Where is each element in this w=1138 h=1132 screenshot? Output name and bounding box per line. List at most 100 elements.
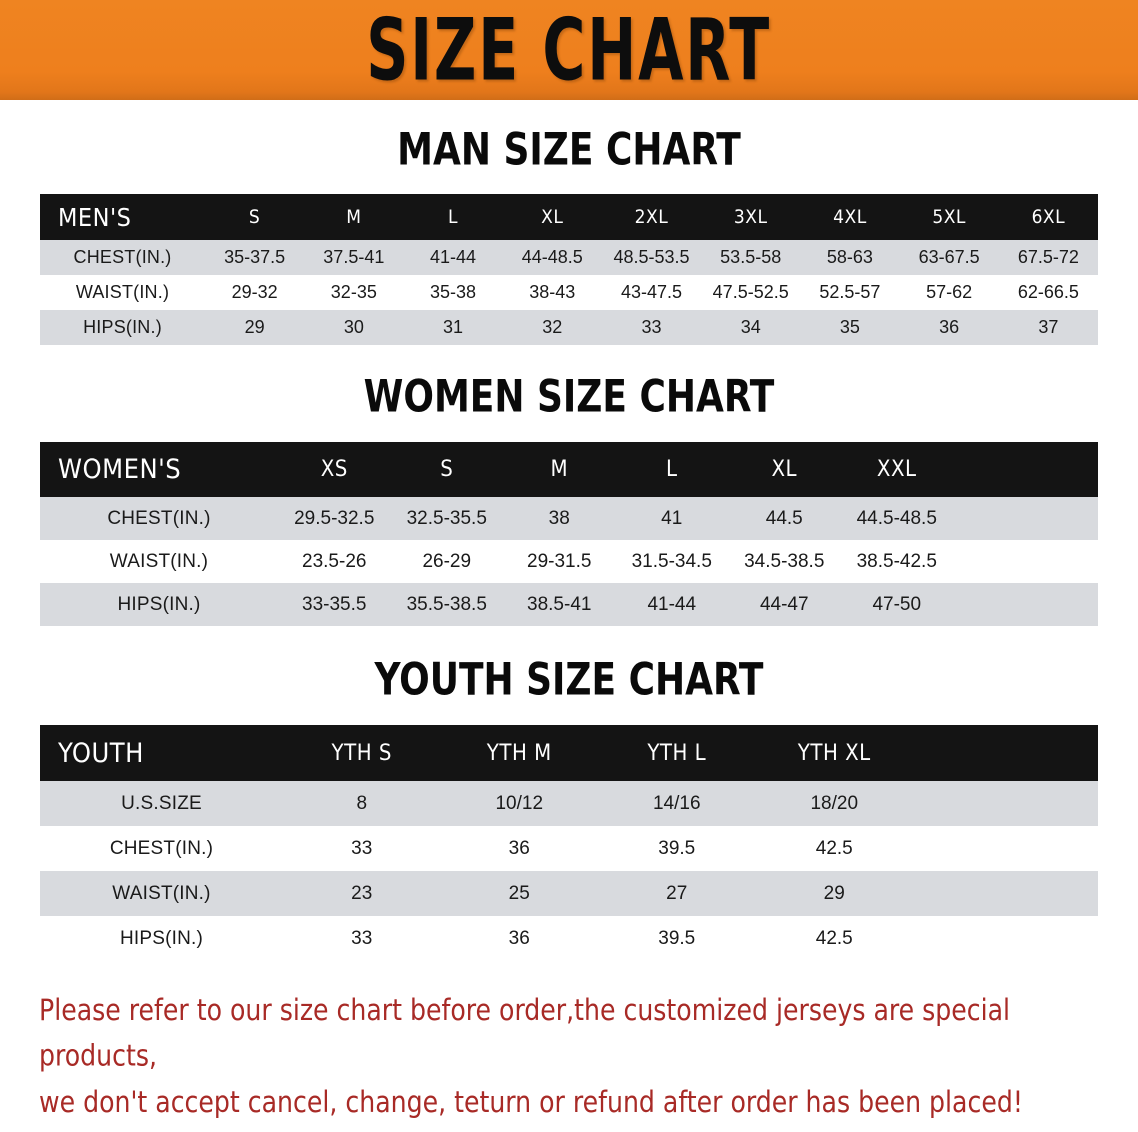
cell: 41 — [615, 497, 728, 540]
youth-header-row: YOUTH YTH S YTH M YTH L YTH XL — [40, 725, 1098, 781]
women-col-header: M — [503, 442, 616, 497]
cell: 57-62 — [899, 275, 999, 310]
table-row: HIPS(IN.) 33-35.5 35.5-38.5 38.5-41 41-4… — [40, 583, 1098, 626]
cell: 34.5-38.5 — [728, 540, 841, 583]
cell: 26-29 — [390, 540, 503, 583]
cell: 44-47 — [728, 583, 841, 626]
table-row: HIPS(IN.) 33 36 39.5 42.5 — [40, 916, 1098, 961]
cell: 33 — [601, 310, 702, 345]
youth-corner-label: YOUTH — [40, 725, 283, 781]
cell: 39.5 — [598, 916, 756, 961]
table-row: CHEST(IN.) 35-37.5 37.5-41 41-44 44-48.5… — [40, 240, 1098, 275]
cell: 29.5-32.5 — [278, 497, 391, 540]
row-label: HIPS(IN.) — [40, 583, 278, 626]
cell: 43-47.5 — [601, 275, 702, 310]
disclaimer-line-1: Please refer to our size chart before or… — [39, 992, 1011, 1074]
cell: 10/12 — [440, 781, 598, 826]
table-row: CHEST(IN.) 33 36 39.5 42.5 — [40, 826, 1098, 871]
row-label: CHEST(IN.) — [40, 240, 205, 275]
cell: 14/16 — [598, 781, 756, 826]
table-row: CHEST(IN.) 29.5-32.5 32.5-35.5 38 41 44.… — [40, 497, 1098, 540]
row-label: CHEST(IN.) — [40, 497, 278, 540]
man-header-row: MEN'S S M L XL 2XL 3XL 4XL 5XL 6XL — [40, 194, 1098, 240]
women-col-header: XL — [728, 442, 841, 497]
youth-section-title: YOUTH SIZE CHART — [374, 654, 764, 706]
cell: 36 — [899, 310, 999, 345]
cell-spacer — [913, 916, 1098, 961]
cell: 25 — [440, 871, 598, 916]
cell: 34 — [701, 310, 801, 345]
cell: 29 — [755, 871, 913, 916]
cell: 38.5-42.5 — [840, 540, 953, 583]
youth-col-header: YTH XL — [755, 725, 913, 781]
cell: 32 — [502, 310, 602, 345]
youth-table-body: U.S.SIZE 8 10/12 14/16 18/20 CHEST(IN.) … — [40, 781, 1098, 961]
women-size-table: WOMEN'S XS S M L XL XXL CHEST(IN.) 29.5-… — [40, 442, 1098, 626]
man-col-header: L — [403, 194, 503, 240]
women-table-head: WOMEN'S XS S M L XL XXL — [40, 442, 1098, 497]
man-table-container: MEN'S S M L XL 2XL 3XL 4XL 5XL 6XL CHEST… — [40, 194, 1098, 345]
cell: 38-43 — [502, 275, 602, 310]
women-corner-label: WOMEN'S — [40, 442, 278, 497]
table-row: U.S.SIZE 8 10/12 14/16 18/20 — [40, 781, 1098, 826]
cell: 30 — [304, 310, 404, 345]
cell: 31.5-34.5 — [615, 540, 728, 583]
disclaimer-line-2: we don't accept cancel, change, teturn o… — [39, 1084, 1023, 1120]
man-col-header: XL — [502, 194, 602, 240]
cell-spacer — [953, 497, 1098, 540]
youth-table-container: YOUTH YTH S YTH M YTH L YTH XL U.S.SIZE … — [40, 725, 1098, 961]
man-table-body: CHEST(IN.) 35-37.5 37.5-41 41-44 44-48.5… — [40, 240, 1098, 345]
cell: 35.5-38.5 — [390, 583, 503, 626]
youth-col-header: YTH S — [283, 725, 441, 781]
man-col-header: 2XL — [601, 194, 702, 240]
cell: 18/20 — [755, 781, 913, 826]
cell: 36 — [440, 826, 598, 871]
row-label: HIPS(IN.) — [40, 310, 205, 345]
cell: 41-44 — [615, 583, 728, 626]
man-col-header: 5XL — [899, 194, 999, 240]
cell: 29 — [205, 310, 305, 345]
youth-table-head: YOUTH YTH S YTH M YTH L YTH XL — [40, 725, 1098, 781]
row-label: WAIST(IN.) — [40, 275, 205, 310]
cell: 53.5-58 — [701, 240, 801, 275]
cell-spacer — [953, 583, 1098, 626]
women-table-container: WOMEN'S XS S M L XL XXL CHEST(IN.) 29.5-… — [40, 442, 1098, 626]
cell: 63-67.5 — [899, 240, 999, 275]
man-size-table: MEN'S S M L XL 2XL 3XL 4XL 5XL 6XL CHEST… — [40, 194, 1098, 345]
women-section-title: WOMEN SIZE CHART — [363, 371, 775, 423]
cell: 35 — [800, 310, 900, 345]
cell: 47-50 — [840, 583, 953, 626]
man-corner-label: MEN'S — [40, 194, 205, 240]
cell: 35-37.5 — [205, 240, 305, 275]
cell-spacer — [913, 871, 1098, 916]
cell: 62-66.5 — [998, 275, 1098, 310]
cell: 32-35 — [304, 275, 404, 310]
cell: 8 — [283, 781, 441, 826]
youth-col-header: YTH M — [440, 725, 598, 781]
cell: 42.5 — [755, 826, 913, 871]
man-col-header: 4XL — [800, 194, 900, 240]
cell-spacer — [913, 781, 1098, 826]
cell: 32.5-35.5 — [390, 497, 503, 540]
man-col-header: 3XL — [701, 194, 801, 240]
cell: 33-35.5 — [278, 583, 391, 626]
women-table-body: CHEST(IN.) 29.5-32.5 32.5-35.5 38 41 44.… — [40, 497, 1098, 626]
table-row: WAIST(IN.) 29-32 32-35 35-38 38-43 43-47… — [40, 275, 1098, 310]
women-col-header: XS — [278, 442, 391, 497]
page-title: SIZE CHART — [366, 0, 772, 101]
row-label: WAIST(IN.) — [40, 871, 283, 916]
man-col-header: M — [304, 194, 404, 240]
cell: 67.5-72 — [998, 240, 1098, 275]
cell: 31 — [403, 310, 503, 345]
cell: 39.5 — [598, 826, 756, 871]
youth-header-spacer — [913, 725, 1098, 781]
cell: 33 — [283, 826, 441, 871]
cell: 58-63 — [800, 240, 900, 275]
cell: 23.5-26 — [278, 540, 391, 583]
cell: 44.5-48.5 — [840, 497, 953, 540]
row-label: U.S.SIZE — [40, 781, 283, 826]
cell: 44.5 — [728, 497, 841, 540]
page-banner: SIZE CHART — [0, 0, 1138, 100]
row-label: HIPS(IN.) — [40, 916, 283, 961]
cell: 33 — [283, 916, 441, 961]
